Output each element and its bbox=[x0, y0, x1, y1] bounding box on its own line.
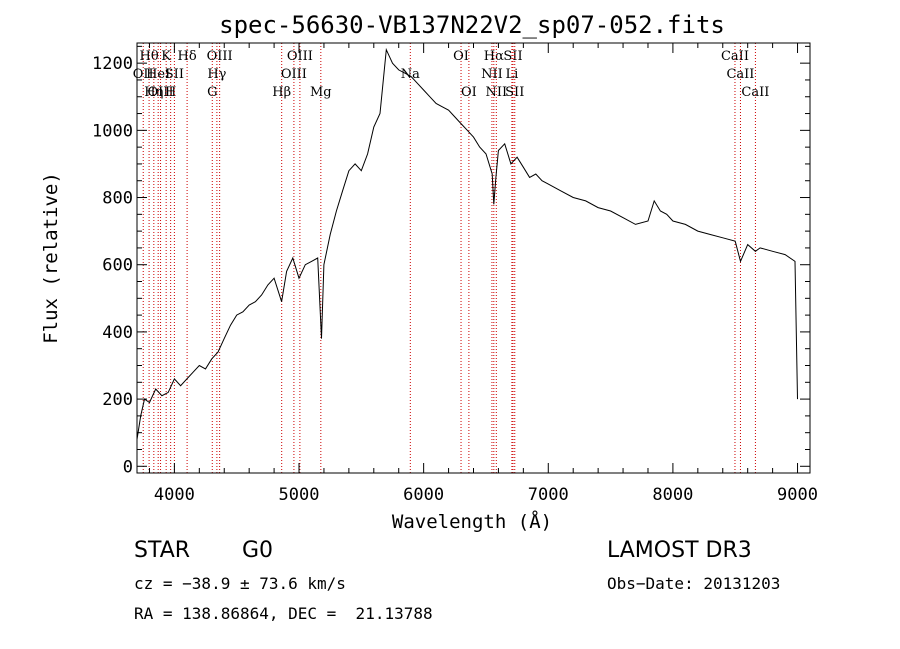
x-tick-label-1: 5000 bbox=[279, 485, 320, 505]
y-axis-label: Flux (relative) bbox=[40, 172, 62, 344]
line-marker-label-15: Mg bbox=[310, 85, 332, 100]
y-axis: 0 200 400 600 800 1000 1200 bbox=[92, 45, 810, 477]
line-markers: OIIHθHηHeIOIIIKHSIIHδGHγOIIIHβOIIIOIIIMg… bbox=[133, 43, 769, 473]
line-marker-label-25: CaII bbox=[721, 49, 749, 64]
line-marker-label-17: OI bbox=[453, 49, 469, 64]
redshift-velocity: cz = −38.9 ± 73.6 km/s bbox=[134, 574, 346, 593]
line-marker-label-14: OIII bbox=[287, 49, 313, 64]
line-marker-label-18: OI bbox=[461, 85, 477, 100]
line-marker-label-6: H bbox=[165, 85, 176, 100]
y-tick-label-1: 200 bbox=[102, 390, 133, 410]
object-class: STAR bbox=[134, 538, 191, 563]
survey-name: LAMOST DR3 bbox=[607, 538, 752, 563]
x-tick-label-2: 6000 bbox=[403, 485, 444, 505]
x-tick-label-4: 8000 bbox=[652, 485, 693, 505]
line-marker-label-20: Hα bbox=[484, 49, 504, 64]
line-marker-label-26: CaII bbox=[726, 67, 754, 82]
line-marker-label-24: SII bbox=[505, 85, 524, 100]
chart-title: spec-56630-VB137N22V2_sp07-052.fits bbox=[219, 11, 725, 39]
y-tick-label-3: 600 bbox=[102, 256, 133, 276]
plot-frame bbox=[136, 42, 811, 474]
line-marker-label-0: OII bbox=[133, 67, 154, 82]
y-tick-label-0: 0 bbox=[123, 457, 133, 477]
line-marker-label-21: NII bbox=[485, 85, 507, 100]
y-tick-label-5: 1000 bbox=[92, 121, 133, 141]
line-marker-label-22: Li bbox=[505, 67, 518, 82]
object-subclass: G0 bbox=[242, 538, 274, 563]
x-axis-label: Wavelength (Å) bbox=[392, 510, 552, 533]
line-marker-label-9: G bbox=[207, 85, 217, 100]
y-tick-label-2: 400 bbox=[102, 323, 133, 343]
spectrum-line bbox=[136, 47, 798, 440]
line-marker-label-5: K bbox=[161, 49, 171, 64]
line-marker-label-19: NII bbox=[481, 67, 503, 82]
line-marker-label-13: OIII bbox=[281, 67, 307, 82]
x-tick-label-5: 9000 bbox=[777, 485, 818, 505]
line-marker-label-1: Hθ bbox=[140, 49, 159, 64]
line-marker-label-4: OIII bbox=[148, 85, 174, 100]
line-marker-label-23: SII bbox=[503, 49, 522, 64]
sky-coordinates: RA = 138.86864, DEC = 21.13788 bbox=[134, 604, 433, 623]
y-tick-label-6: 1200 bbox=[92, 54, 133, 74]
line-marker-label-16: Na bbox=[401, 67, 420, 82]
x-axis: 4000 5000 6000 7000 8000 9000 bbox=[148, 43, 818, 505]
observation-date: Obs−Date: 20131203 bbox=[607, 574, 781, 593]
line-marker-label-11: OIII bbox=[207, 49, 233, 64]
line-marker-label-7: SII bbox=[165, 67, 184, 82]
line-marker-label-12: Hβ bbox=[272, 85, 291, 100]
line-marker-label-8: Hδ bbox=[178, 49, 197, 64]
x-tick-label-3: 7000 bbox=[528, 485, 569, 505]
line-marker-label-27: CaII bbox=[741, 85, 769, 100]
line-marker-label-10: Hγ bbox=[207, 67, 226, 82]
y-tick-label-4: 800 bbox=[102, 189, 133, 209]
x-tick-label-0: 4000 bbox=[154, 485, 195, 505]
line-marker-label-3: HeI bbox=[146, 67, 170, 82]
